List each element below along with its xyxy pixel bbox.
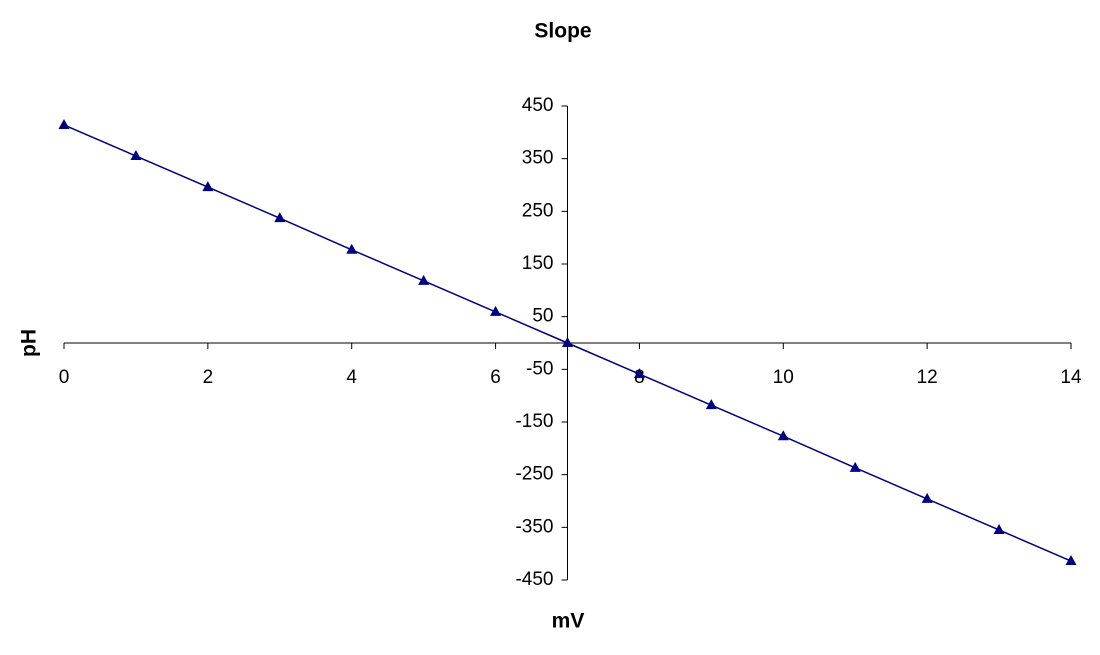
y-tick-label: -250 <box>515 464 553 485</box>
x-tick-label: 6 <box>490 367 501 388</box>
marker <box>705 399 717 410</box>
marker <box>993 523 1005 534</box>
marker <box>921 492 933 503</box>
marker <box>562 337 573 347</box>
marker <box>849 461 861 472</box>
marker <box>274 212 286 223</box>
x-tick-label: 10 <box>773 367 794 388</box>
y-tick-label: 250 <box>522 200 554 221</box>
y-tick-label: -150 <box>515 411 553 432</box>
marker <box>130 150 142 161</box>
y-tick-label: -450 <box>515 569 553 590</box>
x-tick-label: 0 <box>59 367 70 388</box>
y-tick-label: -350 <box>515 516 553 537</box>
marker <box>202 181 214 192</box>
marker <box>633 368 645 379</box>
marker <box>346 243 358 254</box>
y-tick-label: 450 <box>522 95 554 116</box>
x-tick-label: 4 <box>346 367 357 388</box>
y-tick-label: 150 <box>522 253 554 274</box>
chart-title: Slope <box>534 20 591 43</box>
marker <box>777 430 789 441</box>
y-tick-label: 50 <box>532 306 553 327</box>
y-tick-label: 350 <box>522 148 554 169</box>
x-axis-label: mV <box>552 610 585 633</box>
x-tick-label: 14 <box>1060 367 1082 388</box>
marker <box>418 274 430 285</box>
y-tick-label: -50 <box>526 358 553 379</box>
marker <box>490 305 502 316</box>
y-axis-label: pH <box>18 329 41 357</box>
x-tick-label: 2 <box>203 367 214 388</box>
x-tick-label: 12 <box>917 367 938 388</box>
marker <box>1065 555 1077 566</box>
marker <box>58 118 70 129</box>
